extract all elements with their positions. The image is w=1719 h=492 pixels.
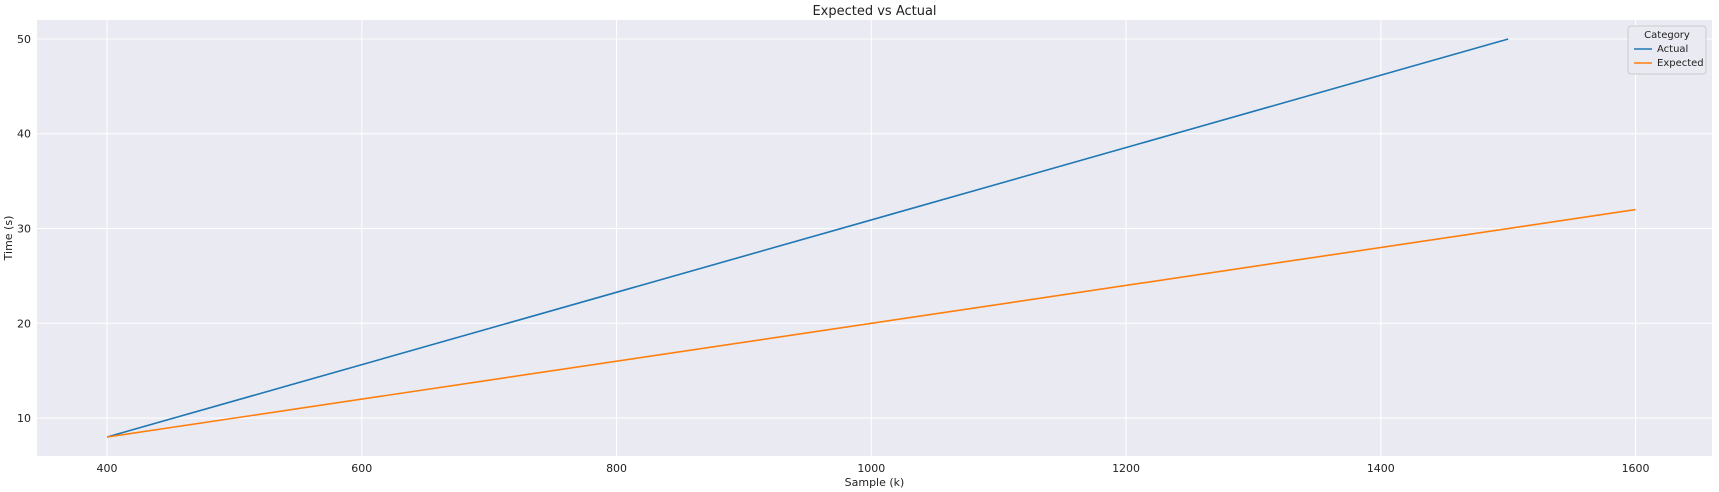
legend-entry-actual: Actual	[1657, 44, 1688, 55]
legend: Category Actual Expected	[1627, 25, 1707, 75]
y-tick-label: 30	[17, 223, 31, 236]
y-tick-label: 20	[17, 317, 31, 330]
x-tick-label: 800	[606, 462, 627, 475]
legend-entry-expected: Expected	[1657, 58, 1704, 69]
y-axis-label: Time (s)	[2, 216, 15, 262]
x-tick-label: 600	[351, 462, 372, 475]
y-tick-label: 10	[17, 412, 31, 425]
y-tick-label: 50	[17, 33, 31, 46]
plot-area	[37, 20, 1712, 456]
legend-box	[1627, 25, 1707, 75]
x-tick-label: 400	[97, 462, 118, 475]
x-tick-label: 1200	[1112, 462, 1140, 475]
axis-ticks: 400 600 800 1000 1200 1400 1600 10 20 30 40 50	[17, 33, 1650, 475]
legend-title: Category	[1644, 30, 1690, 41]
series-line-actual	[106, 38, 1509, 438]
x-axis-label: Sample (k)	[845, 476, 905, 489]
x-tick-label: 1000	[857, 462, 885, 475]
series-line-expected	[106, 208, 1636, 438]
x-tick-label: 1600	[1622, 462, 1650, 475]
y-tick-label: 40	[17, 128, 31, 141]
chart-title: Expected vs Actual	[812, 4, 936, 19]
series-lines	[106, 38, 1636, 438]
x-tick-label: 1400	[1367, 462, 1395, 475]
